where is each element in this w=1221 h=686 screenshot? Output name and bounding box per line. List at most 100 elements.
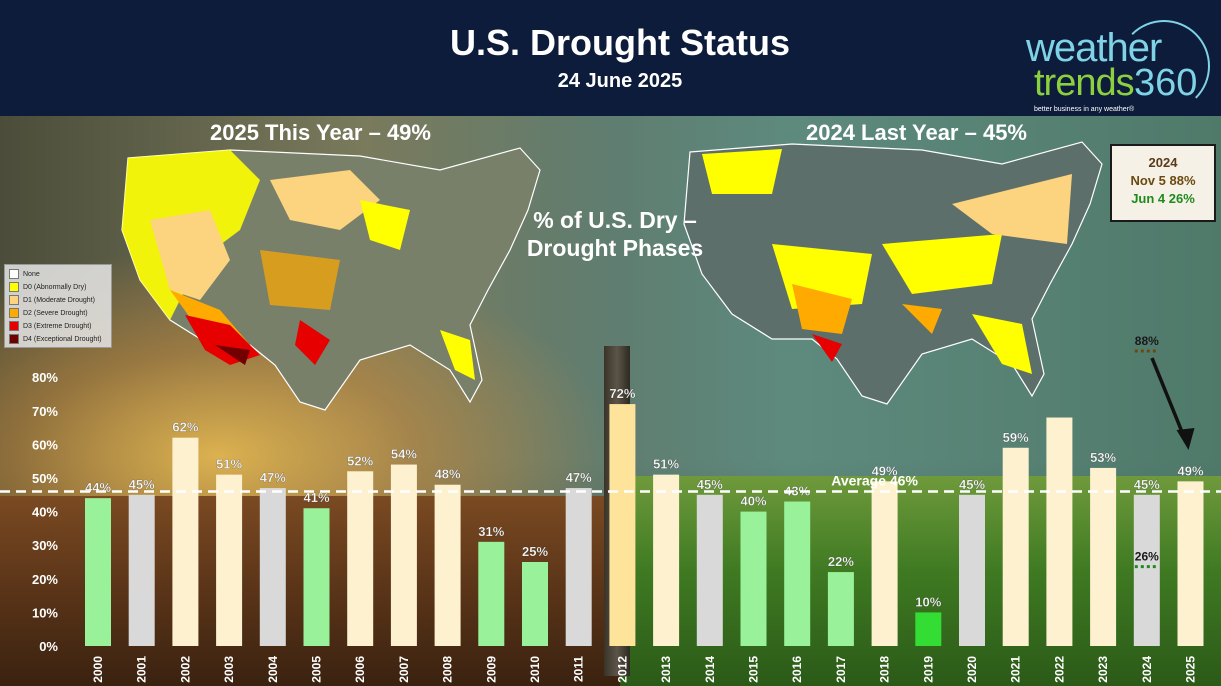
- data-label: 52%: [347, 453, 373, 468]
- legend-swatch: [9, 321, 19, 331]
- map-caption-2024: 2024 Last Year – 45%: [806, 120, 1027, 145]
- bar: [128, 494, 155, 646]
- x-tick-label: 2013: [659, 656, 673, 683]
- header-bar: U.S. Drought Status 24 June 2025 weather…: [0, 0, 1221, 116]
- x-tick-label: 2005: [310, 656, 324, 683]
- y-tick-label: 40%: [32, 505, 58, 520]
- legend-swatch: [9, 295, 19, 305]
- callout-2024-box: 2024 Nov 5 88% Jun 4 26%: [1110, 144, 1216, 222]
- map-caption-2025: 2025 This Year – 49%: [210, 120, 431, 145]
- bar: [259, 488, 286, 646]
- bar: [1002, 447, 1029, 646]
- x-tick-label: 2016: [790, 656, 804, 683]
- legend-swatch: [9, 334, 19, 344]
- bar: [696, 494, 723, 646]
- average-label: Average 46%: [831, 472, 918, 488]
- legend-item: D3 (Extreme Drought): [9, 320, 91, 332]
- bar: [216, 474, 243, 646]
- data-label: 44%: [85, 480, 111, 495]
- bar: [347, 471, 374, 646]
- data-label: 45%: [697, 477, 723, 492]
- data-label: 51%: [653, 457, 679, 472]
- chart-title-line2: Drought Phases: [526, 235, 704, 261]
- x-tick-label: 2018: [878, 656, 892, 683]
- legend-swatch: [9, 269, 19, 279]
- annotation-label: 88%: [1135, 334, 1159, 348]
- x-tick-label: 2017: [834, 656, 848, 683]
- weather-trends-logo: weather trends 360 better business in an…: [1022, 20, 1210, 113]
- drought-map-2024: [683, 141, 1103, 405]
- x-tick-label: 2014: [703, 656, 717, 683]
- x-tick-label: 2025: [1184, 656, 1198, 683]
- x-tick-label: 2006: [353, 656, 367, 683]
- annotation-label: 26%: [1135, 550, 1159, 564]
- data-label: 45%: [1134, 477, 1160, 492]
- data-label: 49%: [872, 463, 898, 478]
- background-scene: 2025 This Year – 49% 2024 Last Year – 45…: [0, 116, 1221, 686]
- x-tick-label: 2019: [921, 656, 935, 683]
- legend-label: D4 (Exceptional Drought): [23, 335, 102, 343]
- bar: [784, 501, 811, 646]
- y-tick-label: 80%: [32, 370, 58, 385]
- legend-label: D2 (Severe Drought): [23, 309, 88, 317]
- x-tick-label: 2003: [222, 656, 236, 683]
- logo-word-trends: trends: [1034, 62, 1135, 104]
- y-tick-label: 30%: [32, 538, 58, 553]
- bar: [390, 464, 417, 646]
- x-tick-label: 2000: [91, 656, 105, 683]
- x-tick-label: 2010: [528, 656, 542, 683]
- legend-item: D4 (Exceptional Drought): [9, 333, 102, 345]
- drought-map-2025: [121, 147, 541, 411]
- x-tick-label: 2002: [178, 656, 192, 683]
- x-tick-label: 2004: [266, 656, 280, 683]
- data-label: 10%: [915, 594, 941, 609]
- logo-ring-icon: [1118, 20, 1210, 112]
- bar: [85, 498, 111, 646]
- bar: [609, 404, 636, 646]
- data-label: 40%: [740, 494, 766, 509]
- logo-word-weather: weather: [1026, 26, 1162, 70]
- x-tick-label: 2023: [1096, 656, 1110, 683]
- legend-label: D3 (Extreme Drought): [23, 322, 92, 330]
- y-tick-label: 50%: [32, 471, 58, 486]
- legend-swatch: [9, 282, 19, 292]
- data-label: 47%: [566, 470, 592, 485]
- bar: [871, 481, 898, 646]
- legend-label: D0 (Abnormally Dry): [23, 283, 87, 291]
- x-tick-label: 2015: [747, 656, 761, 683]
- x-tick-label: 2012: [615, 656, 629, 683]
- logo-tagline: better business in any weather®: [1034, 106, 1135, 113]
- bar: [522, 562, 548, 646]
- y-tick-label: 0%: [39, 639, 58, 654]
- data-label: 41%: [303, 490, 329, 505]
- x-tick-label: 2020: [965, 656, 979, 683]
- bar: [653, 474, 680, 646]
- bar: [827, 572, 854, 646]
- bar: [959, 494, 985, 646]
- arrow-head-icon: [1176, 428, 1195, 450]
- bar: [434, 484, 461, 646]
- legend-item: D2 (Severe Drought): [9, 307, 88, 319]
- bar: [1133, 494, 1160, 646]
- data-label: 49%: [1177, 463, 1203, 478]
- y-tick-label: 70%: [32, 404, 58, 419]
- data-label: 45%: [959, 477, 985, 492]
- callout-jun: Jun 4 26%: [1131, 191, 1195, 206]
- arrow-line: [1150, 357, 1187, 439]
- data-label: 43%: [784, 484, 810, 499]
- drought-map-legend: None D0 (Abnormally Dry) D1 (Moderate Drou…: [4, 264, 112, 348]
- data-label: 48%: [435, 467, 461, 482]
- callout-year: 2024: [1148, 155, 1178, 170]
- chart-title-line1: % of U.S. Dry –: [533, 207, 697, 233]
- x-tick-label: 2009: [484, 656, 498, 683]
- data-label: 45%: [129, 477, 155, 492]
- data-label: 51%: [216, 457, 242, 472]
- data-label: 25%: [522, 544, 548, 559]
- bar: [565, 488, 592, 646]
- data-label: 47%: [260, 470, 286, 485]
- chart-title: % of U.S. Dry – Drought Phases: [500, 206, 730, 262]
- legend-item: None: [9, 268, 40, 280]
- data-label: 72%: [609, 386, 635, 401]
- page-subtitle: 24 June 2025: [557, 70, 683, 92]
